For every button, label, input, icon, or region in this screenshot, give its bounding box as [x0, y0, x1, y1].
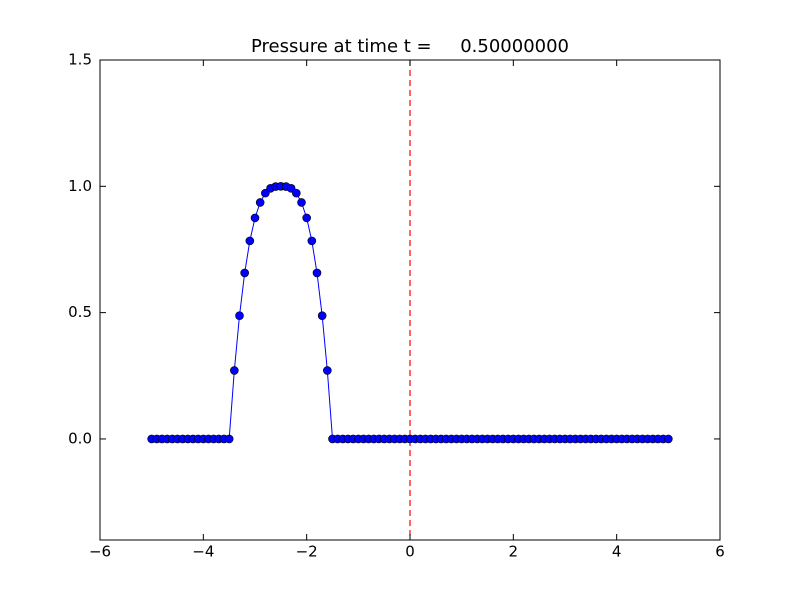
x-tick-label: −2: [296, 543, 318, 561]
chart-title: Pressure at time t = 0.50000000: [251, 36, 569, 57]
y-tick-label: 1.5: [68, 51, 92, 69]
point: [230, 366, 239, 375]
point: [235, 311, 244, 320]
x-tick-label: −4: [192, 543, 214, 561]
point: [292, 188, 301, 198]
point: [312, 268, 322, 278]
y-tick-label: 1.0: [68, 177, 92, 195]
y-tick-label: 0.0: [68, 429, 92, 447]
x-tick-label: −6: [89, 543, 111, 561]
point: [317, 311, 327, 320]
point: [224, 434, 234, 444]
point: [297, 198, 306, 207]
point: [250, 213, 260, 223]
x-tick-label: 6: [715, 543, 725, 561]
point: [307, 236, 317, 246]
point: [245, 236, 255, 246]
x-tick-label: 0: [405, 543, 415, 561]
point: [240, 268, 249, 278]
point: [255, 198, 265, 207]
point: [302, 213, 311, 223]
point: [323, 366, 332, 375]
x-tick-label: 4: [612, 543, 622, 561]
x-tick-label: 2: [509, 543, 519, 561]
point: [664, 434, 673, 444]
y-tick-label: 0.5: [68, 303, 92, 321]
